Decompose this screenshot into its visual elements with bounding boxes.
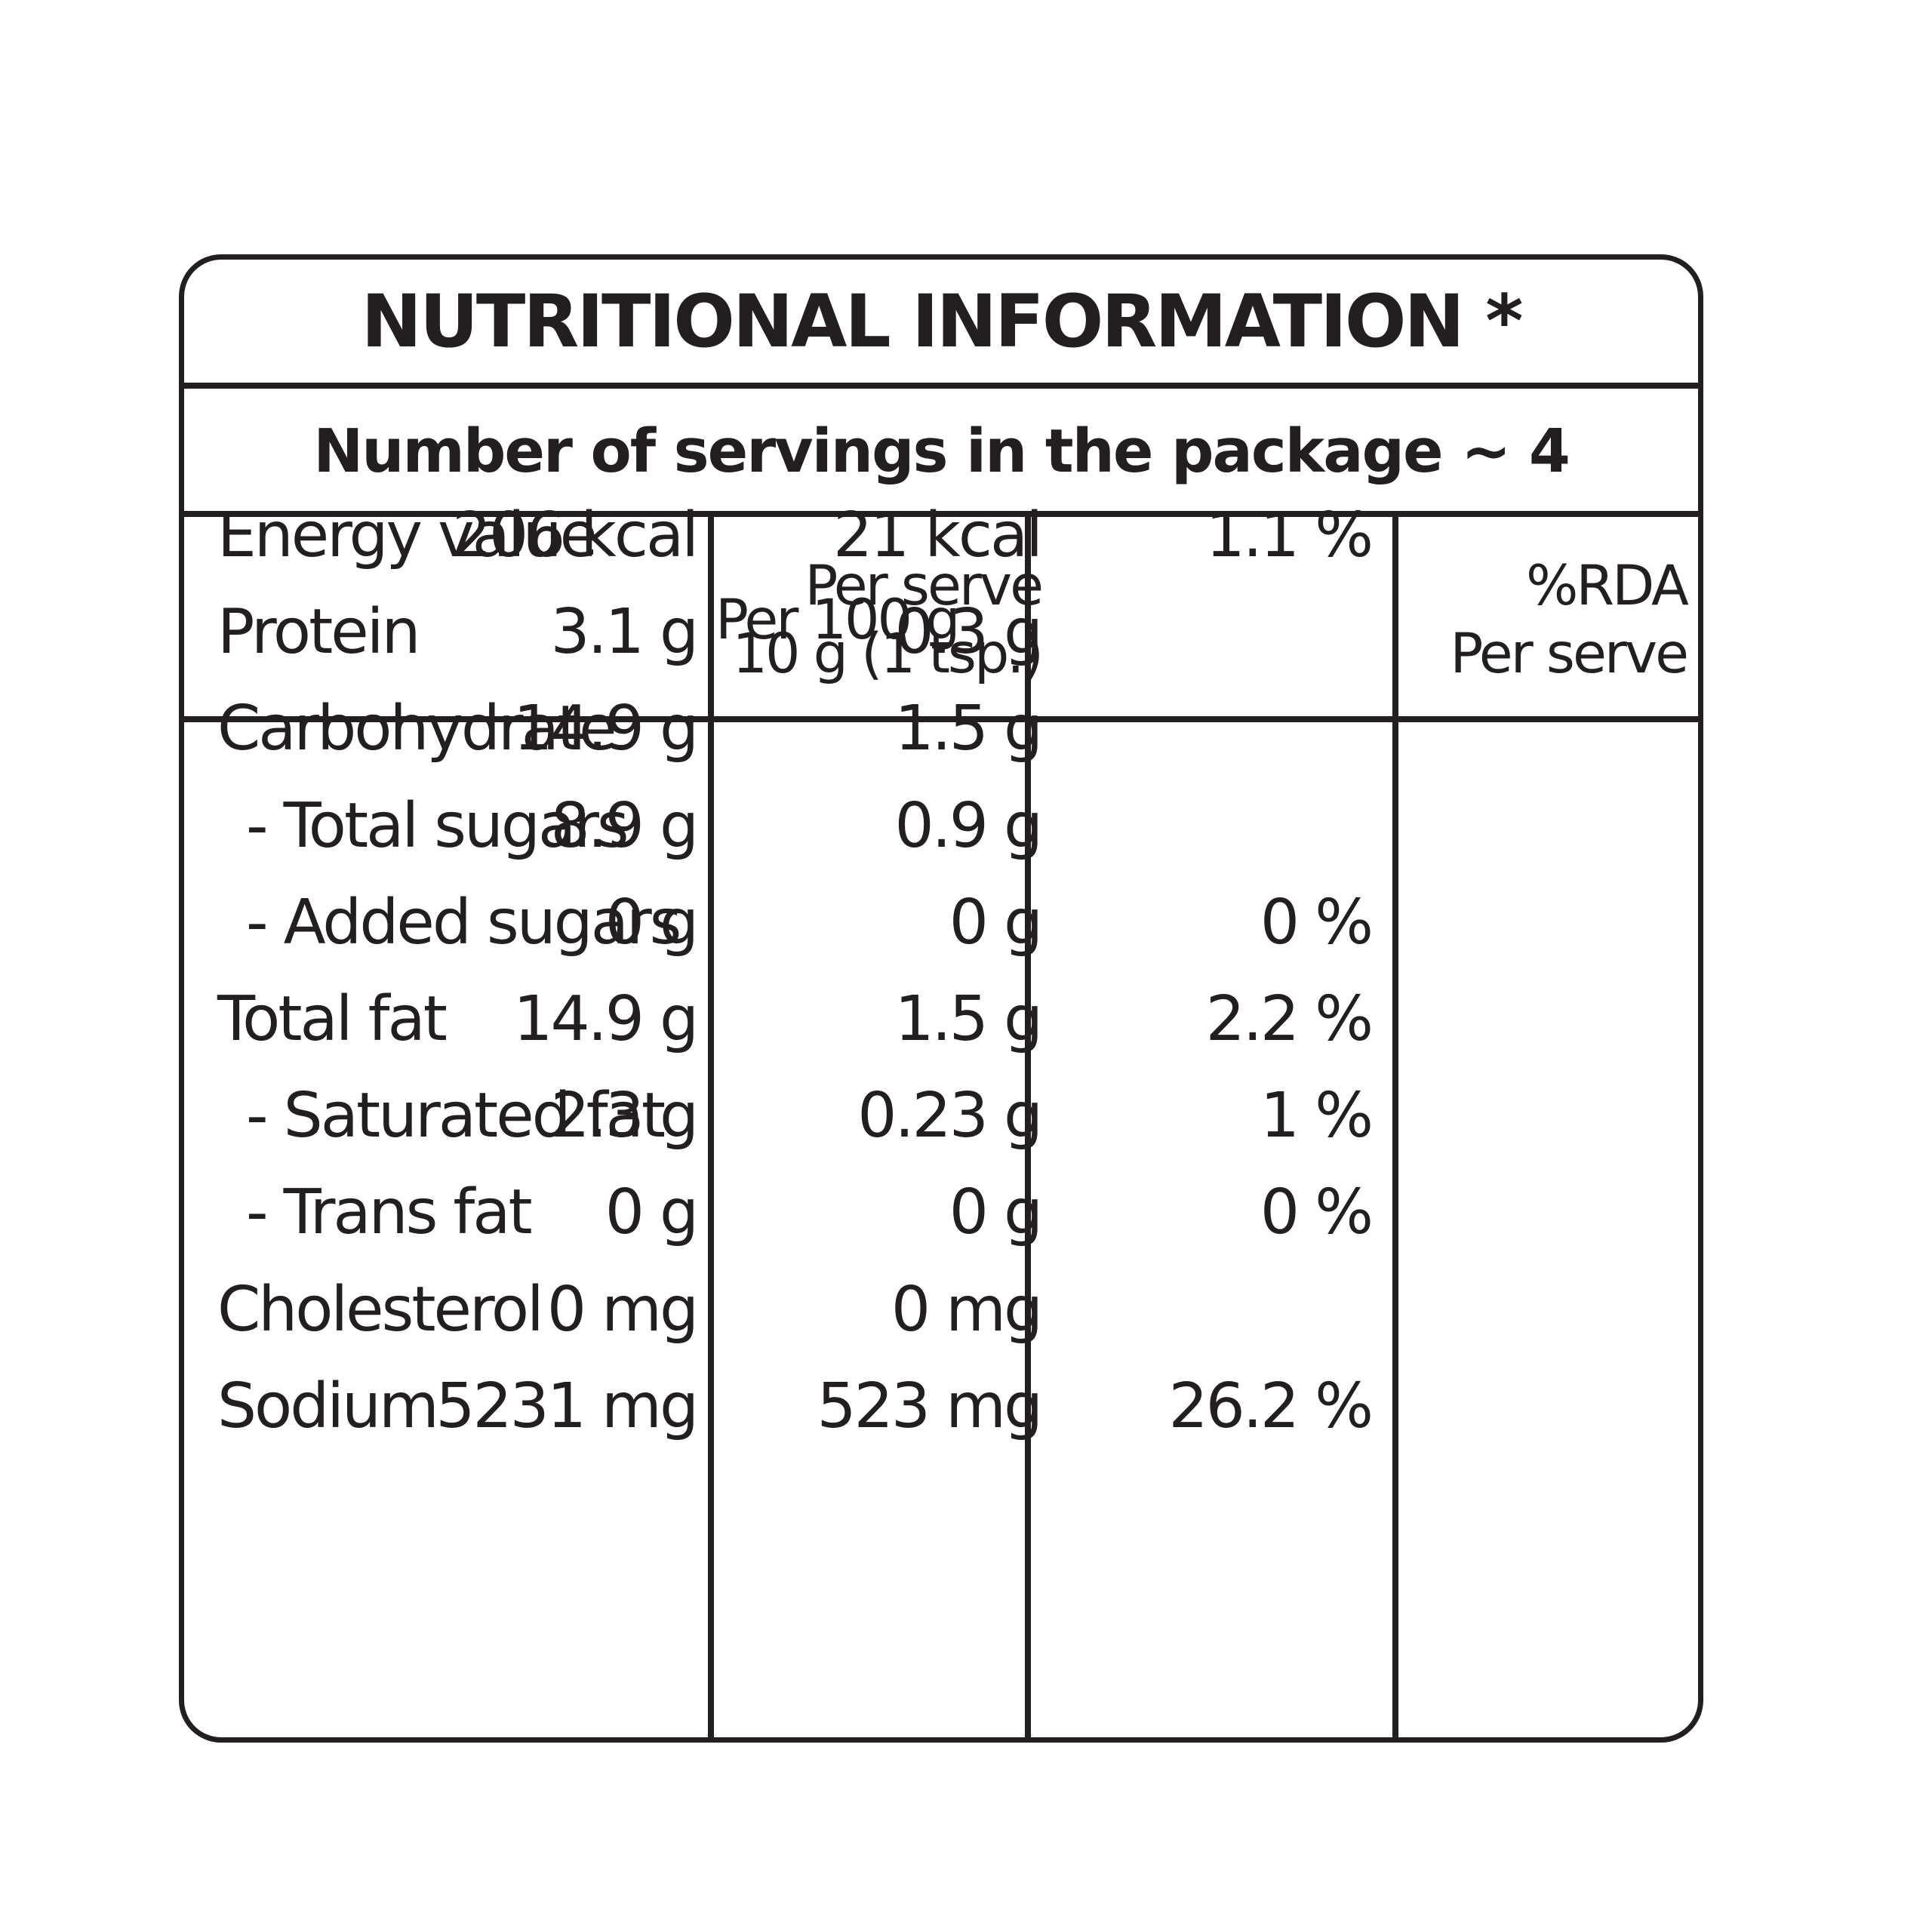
title-divider	[184, 383, 1698, 389]
value-per-serve: 21 kcal	[832, 500, 1043, 571]
value-per-serve: 523 mg	[817, 1371, 1043, 1442]
nutrient-name: Sodium	[217, 1371, 439, 1442]
header-per-serve: Per serve 10 g (1 tsp.)	[649, 520, 1044, 721]
value-per-100g: 5231 mg	[435, 1371, 699, 1442]
nutrient-row: Carbohydrate 14.9 g 1.5 g	[184, 681, 1698, 777]
value-per-100g: 2.3 g	[550, 1080, 699, 1152]
header-per-100g-label: Per 100 g	[715, 588, 960, 652]
value-per-100g: 206 kcal	[451, 500, 699, 571]
nutrient-name: Protein	[217, 596, 420, 668]
nutrient-row: - Saturated fat 2.3 g 0.23 g 1 %	[184, 1068, 1698, 1164]
value-per-100g: 14.9 g	[513, 693, 699, 764]
nutrient-name: Total fat	[217, 983, 448, 1055]
value-per-serve: 0 mg	[891, 1274, 1043, 1346]
nutrient-name: Cholesterol	[217, 1274, 544, 1346]
value-per-serve: 0.23 g	[857, 1080, 1043, 1152]
table-title: NUTRITIONAL INFORMATION *	[361, 278, 1524, 364]
value-per-100g: 3.1 g	[550, 596, 699, 668]
value-rda: 1 %	[1260, 1080, 1374, 1152]
header-rda-label: %RDA	[1526, 554, 1689, 618]
value-per-100g: 0 mg	[546, 1274, 699, 1346]
nutrient-name: - Saturated fat	[246, 1080, 666, 1152]
nutrient-row: Sodium 5231 mg 523 mg 26.2 %	[184, 1358, 1698, 1455]
nutrient-row: Cholesterol 0 mg 0 mg	[184, 1262, 1698, 1358]
nutrient-row: - Total sugars 8.9 g 0.9 g	[184, 778, 1698, 875]
value-per-100g: 0 g	[605, 1177, 699, 1248]
column-divider-3	[1392, 516, 1398, 1737]
value-per-serve: 0 g	[949, 887, 1043, 958]
nutrient-row: Protein 3.1 g 0.3 g	[184, 584, 1698, 681]
value-per-serve: 1.5 g	[894, 983, 1043, 1055]
servings-count: Number of servings in the package ~ 4	[313, 417, 1571, 486]
nutrient-name: - Trans fat	[246, 1177, 533, 1248]
nutrient-name: Carbohydrate	[217, 693, 617, 764]
value-rda: 0 %	[1260, 1177, 1374, 1248]
header-per-100g: Per 100 g	[712, 520, 1199, 721]
value-per-100g: 14.9 g	[513, 983, 699, 1055]
nutrient-name: Energy value	[217, 500, 598, 571]
header-divider	[184, 716, 1698, 722]
value-per-serve: 0.9 g	[894, 790, 1043, 862]
nutrient-name: - Added sugars	[246, 887, 681, 958]
value-per-serve: 0.3 g	[894, 596, 1043, 668]
servings-divider	[184, 511, 1698, 517]
nutrient-row: Energy value 206 kcal 21 kcal 1.1 %	[184, 488, 1698, 584]
value-per-serve: 0 g	[949, 1177, 1043, 1248]
value-per-100g: 0 g	[605, 887, 699, 958]
value-rda: 2.2 %	[1205, 983, 1374, 1055]
header-rda-basis: Per serve	[1450, 622, 1689, 686]
value-rda: 26.2 %	[1168, 1371, 1374, 1442]
header-serve-size: 10 g (1 tsp.)	[732, 622, 1044, 686]
value-rda: 0 %	[1260, 887, 1374, 958]
value-rda: 1.1 %	[1205, 500, 1374, 571]
nutrition-table: NUTRITIONAL INFORMATION * Number of serv…	[179, 254, 1703, 1743]
header-per-serve-label: Per serve	[804, 554, 1044, 618]
nutrient-row: Total fat 14.9 g 1.5 g 2.2 %	[184, 971, 1698, 1068]
column-divider-1	[708, 516, 714, 1737]
nutrient-row: - Trans fat 0 g 0 g 0 %	[184, 1164, 1698, 1261]
value-per-100g: 8.9 g	[550, 790, 699, 862]
value-per-serve: 1.5 g	[894, 693, 1043, 764]
column-divider-2	[1025, 516, 1031, 1737]
nutrient-name: - Total sugars	[246, 790, 629, 862]
header-rda: %RDA Per serve	[1392, 520, 1689, 721]
